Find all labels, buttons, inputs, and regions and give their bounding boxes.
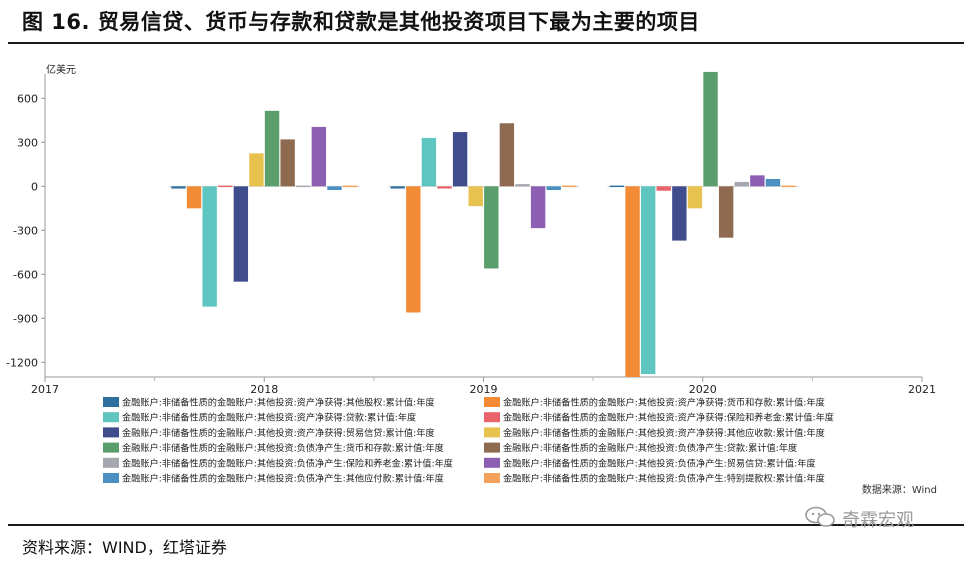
bar-2020-series-8 xyxy=(718,186,734,238)
x-tick-label: 2018 xyxy=(250,383,278,396)
bar-2019-series-1 xyxy=(390,186,405,189)
legend-swatch xyxy=(484,457,500,468)
legend-swatch xyxy=(484,427,500,438)
y-tick-label: 0 xyxy=(31,180,38,193)
bar-2019-series-11 xyxy=(546,186,561,190)
y-tick-label: 600 xyxy=(17,92,38,105)
bar-2020-series-11 xyxy=(765,179,781,187)
legend-label: 金融账户:非储备性质的金融账户:其他投资:资产净获得:贷款:累计值:年度 xyxy=(122,412,416,424)
legend-label: 金融账户:非储备性质的金融账户:其他投资:资产净获得:其他应收款:累计值:年度 xyxy=(503,427,825,439)
title-rule xyxy=(8,42,964,44)
source-note: 资料来源：WIND，红塔证券 xyxy=(22,538,227,557)
legend-label: 金融账户:非储备性质的金融账户:其他投资:负债净产生:贸易信贷:累计值:年度 xyxy=(503,457,816,469)
y-tick-label: 300 xyxy=(17,136,38,149)
x-tick-label: 2020 xyxy=(689,383,717,396)
bar-2019-series-10 xyxy=(530,186,546,229)
y-tick-label: -600 xyxy=(13,268,38,281)
legend-label: 金融账户:非储备性质的金融账户:其他投资:负债净产生:其他应付款:累计值:年度 xyxy=(122,473,444,485)
legend-label: 金融账户:非储备性质的金融账户:其他投资:负债净产生:保险和养老金:累计值:年度 xyxy=(122,457,453,469)
legend-swatch xyxy=(103,412,119,423)
legend-swatch xyxy=(484,473,500,483)
bar-2019-series-7 xyxy=(484,186,499,269)
y-tick-label: -1200 xyxy=(6,356,38,369)
figure-title: 图 16. 贸易信贷、货币与存款和贷款是其他投资项目下最为主要的项目 xyxy=(22,10,700,34)
bar-2020-series-2 xyxy=(625,186,640,377)
bar-2020-series-7 xyxy=(703,71,718,187)
bar-2019-series-3 xyxy=(421,137,437,187)
bar-2020-series-10 xyxy=(750,175,765,187)
bar-2019-series-2 xyxy=(406,186,421,313)
legend-label: 金融账户:非储备性质的金融账户:其他投资:负债净产生:货币和存款:累计值:年度 xyxy=(122,442,444,454)
bar-2020-series-1 xyxy=(609,185,625,188)
bar-2019-series-5 xyxy=(452,132,468,187)
x-tick-label: 2017 xyxy=(31,383,59,396)
wechat-icon xyxy=(805,506,835,527)
bar-2020-series-3 xyxy=(640,186,656,375)
bar-2018-series-8 xyxy=(280,139,295,187)
bars xyxy=(168,71,799,377)
x-tick-label: 2021 xyxy=(908,383,936,396)
bar-2018-series-3 xyxy=(202,186,217,307)
bar-2019-series-9 xyxy=(515,184,530,187)
data-credit: 数据来源：Wind xyxy=(862,483,937,496)
watermark-text: 奇霖宏观 xyxy=(842,510,914,531)
bar-2018-series-2 xyxy=(186,186,202,209)
legend-label: 金融账户:非储备性质的金融账户:其他投资:资产净获得:其他股权:累计值:年度 xyxy=(122,397,435,409)
bottom-rule xyxy=(8,524,964,526)
y-tick-label: -900 xyxy=(13,312,38,325)
legend-swatch xyxy=(484,397,500,407)
legend-label: 金融账户:非储备性质的金融账户:其他投资:资产净获得:货币和存款:累计值:年度 xyxy=(503,397,825,409)
bar-2020-series-4 xyxy=(656,186,671,191)
legend-swatch xyxy=(103,427,119,438)
y-unit-label: 亿美元 xyxy=(46,63,76,76)
legend-label: 金融账户:非储备性质的金融账户:其他投资:负债净产生:贷款:累计值:年度 xyxy=(503,442,797,454)
legend-label: 金融账户:非储备性质的金融账户:其他投资:负债净产生:特别提款权:累计值:年度 xyxy=(503,473,825,485)
legend-swatch xyxy=(103,473,119,483)
bar-2018-series-7 xyxy=(264,110,280,187)
bar-2020-series-12 xyxy=(781,185,796,188)
x-tick-label: 2019 xyxy=(470,383,498,396)
bar-2018-series-1 xyxy=(171,186,186,189)
bar-2018-series-12 xyxy=(342,185,358,188)
bar-2018-series-11 xyxy=(327,186,342,190)
legend-label: 金融账户:非储备性质的金融账户:其他投资:资产净获得:保险和养老金:累计值:年度 xyxy=(503,412,834,424)
y-axis: 600 300 0 -300 -600 -900 -1200 xyxy=(6,74,46,377)
bar-2019-series-4 xyxy=(437,186,452,189)
bar-chart: 600 300 0 -300 -600 -900 -1200 2017 2018 2019 202… xyxy=(6,63,937,496)
bar-2020-series-5 xyxy=(672,186,687,241)
bar-2019-series-12 xyxy=(562,185,577,188)
bar-2018-series-4 xyxy=(218,185,233,188)
bar-2018-series-6 xyxy=(249,153,264,187)
x-axis: 2017 2018 2019 2020 2021 xyxy=(31,376,936,396)
bar-2020-series-9 xyxy=(734,181,749,187)
legend-swatch xyxy=(103,442,119,453)
bar-2019-series-8 xyxy=(499,123,515,187)
bar-2020-series-6 xyxy=(687,186,703,209)
bar-2018-series-9 xyxy=(296,185,311,188)
legend-swatch xyxy=(103,457,119,468)
bar-2018-series-5 xyxy=(233,186,249,282)
legend-swatch xyxy=(484,442,500,453)
bar-2019-series-6 xyxy=(468,186,483,207)
legend: 金融账户:非储备性质的金融账户:其他投资:资产净获得:其他股权:累计值:年度 金融… xyxy=(103,397,834,485)
legend-label: 金融账户:非储备性质的金融账户:其他投资:资产净获得:贸易信贷:累计值:年度 xyxy=(122,427,435,439)
legend-swatch xyxy=(103,397,119,407)
legend-swatch xyxy=(484,412,500,423)
y-tick-label: -300 xyxy=(13,224,38,237)
bar-2018-series-10 xyxy=(311,126,327,187)
